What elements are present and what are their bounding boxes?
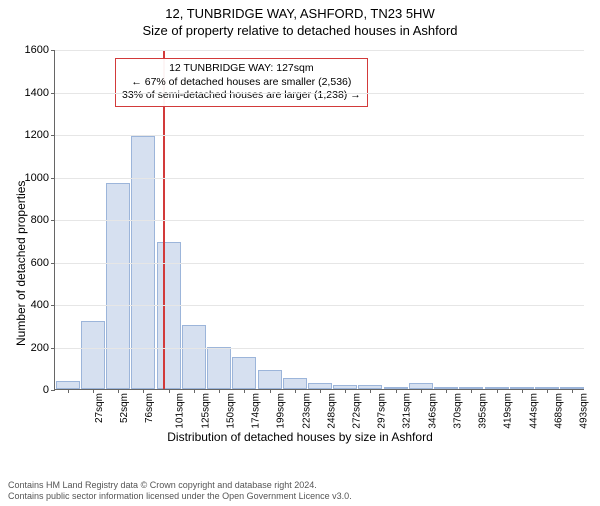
gridline: [55, 178, 584, 179]
gridline: [55, 93, 584, 94]
xtick-mark: [345, 389, 346, 393]
histogram-bar: [182, 325, 206, 389]
ytick-label: 800: [31, 214, 49, 226]
gridline: [55, 50, 584, 51]
xtick-mark: [471, 389, 472, 393]
page-title: 12, TUNBRIDGE WAY, ASHFORD, TN23 5HW: [0, 6, 600, 21]
xtick-mark: [194, 389, 195, 393]
ytick-mark: [51, 390, 55, 391]
xtick-label: 248sqm: [326, 393, 337, 429]
xtick-mark: [396, 389, 397, 393]
xtick-label: 27sqm: [94, 393, 105, 423]
xtick-mark: [497, 389, 498, 393]
histogram-bar: [232, 357, 256, 389]
ytick-label: 1000: [25, 172, 49, 184]
xtick-label: 125sqm: [200, 393, 211, 429]
ytick-mark: [51, 305, 55, 306]
xtick-mark: [295, 389, 296, 393]
xtick-mark: [93, 389, 94, 393]
histogram-bar: [81, 321, 105, 389]
gridline: [55, 348, 584, 349]
gridline: [55, 263, 584, 264]
x-axis-label: Distribution of detached houses by size …: [0, 430, 600, 444]
annotation-line: 12 TUNBRIDGE WAY: 127sqm: [122, 62, 361, 76]
ytick-mark: [51, 93, 55, 94]
ytick-label: 0: [43, 384, 49, 396]
ytick-mark: [51, 50, 55, 51]
xtick-mark: [143, 389, 144, 393]
footer-line-2: Contains public sector information licen…: [8, 491, 592, 502]
page-subtitle: Size of property relative to detached ho…: [0, 23, 600, 38]
xtick-label: 174sqm: [251, 393, 262, 429]
xtick-label: 297sqm: [377, 393, 388, 429]
histogram-bar: [258, 370, 282, 389]
xtick-label: 272sqm: [352, 393, 363, 429]
xtick-label: 223sqm: [301, 393, 312, 429]
footer-line-1: Contains HM Land Registry data © Crown c…: [8, 480, 592, 491]
xtick-label: 444sqm: [528, 393, 539, 429]
annotation-line: 33% of semi-detached houses are larger (…: [122, 89, 361, 103]
xtick-label: 346sqm: [427, 393, 438, 429]
ytick-mark: [51, 135, 55, 136]
ytick-mark: [51, 220, 55, 221]
gridline: [55, 135, 584, 136]
histogram-bar: [283, 378, 307, 389]
xtick-label: 321sqm: [402, 393, 413, 429]
xtick-mark: [270, 389, 271, 393]
xtick-mark: [68, 389, 69, 393]
plot-area: 12 TUNBRIDGE WAY: 127sqm← 67% of detache…: [54, 50, 584, 390]
gridline: [55, 220, 584, 221]
ytick-label: 400: [31, 299, 49, 311]
xtick-label: 468sqm: [553, 393, 564, 429]
xtick-mark: [219, 389, 220, 393]
xtick-mark: [522, 389, 523, 393]
histogram-bar: [157, 242, 181, 389]
xtick-mark: [572, 389, 573, 393]
xtick-label: 395sqm: [478, 393, 489, 429]
y-axis-label: Number of detached properties: [14, 181, 28, 346]
xtick-mark: [370, 389, 371, 393]
ytick-label: 200: [31, 342, 49, 354]
histogram-bar: [207, 347, 231, 390]
xtick-mark: [446, 389, 447, 393]
xtick-mark: [421, 389, 422, 393]
xtick-mark: [169, 389, 170, 393]
xtick-mark: [244, 389, 245, 393]
xtick-mark: [547, 389, 548, 393]
footer-attribution: Contains HM Land Registry data © Crown c…: [8, 480, 592, 503]
ytick-label: 600: [31, 257, 49, 269]
xtick-label: 101sqm: [175, 393, 186, 429]
xtick-label: 493sqm: [579, 393, 590, 429]
ytick-label: 1600: [25, 44, 49, 56]
ytick-mark: [51, 348, 55, 349]
xtick-label: 150sqm: [225, 393, 236, 429]
xtick-label: 419sqm: [503, 393, 514, 429]
ytick-label: 1400: [25, 87, 49, 99]
chart-container: Number of detached properties 12 TUNBRID…: [0, 46, 600, 456]
xtick-label: 76sqm: [144, 393, 155, 423]
xtick-label: 370sqm: [453, 393, 464, 429]
xtick-label: 52sqm: [119, 393, 130, 423]
ytick-mark: [51, 263, 55, 264]
annotation-line: ← 67% of detached houses are smaller (2,…: [122, 76, 361, 90]
gridline: [55, 305, 584, 306]
xtick-label: 199sqm: [276, 393, 287, 429]
ytick-label: 1200: [25, 129, 49, 141]
histogram-bar: [56, 381, 80, 390]
xtick-mark: [118, 389, 119, 393]
ytick-mark: [51, 178, 55, 179]
histogram-bar: [106, 183, 130, 389]
xtick-mark: [320, 389, 321, 393]
annotation-box: 12 TUNBRIDGE WAY: 127sqm← 67% of detache…: [115, 58, 368, 107]
